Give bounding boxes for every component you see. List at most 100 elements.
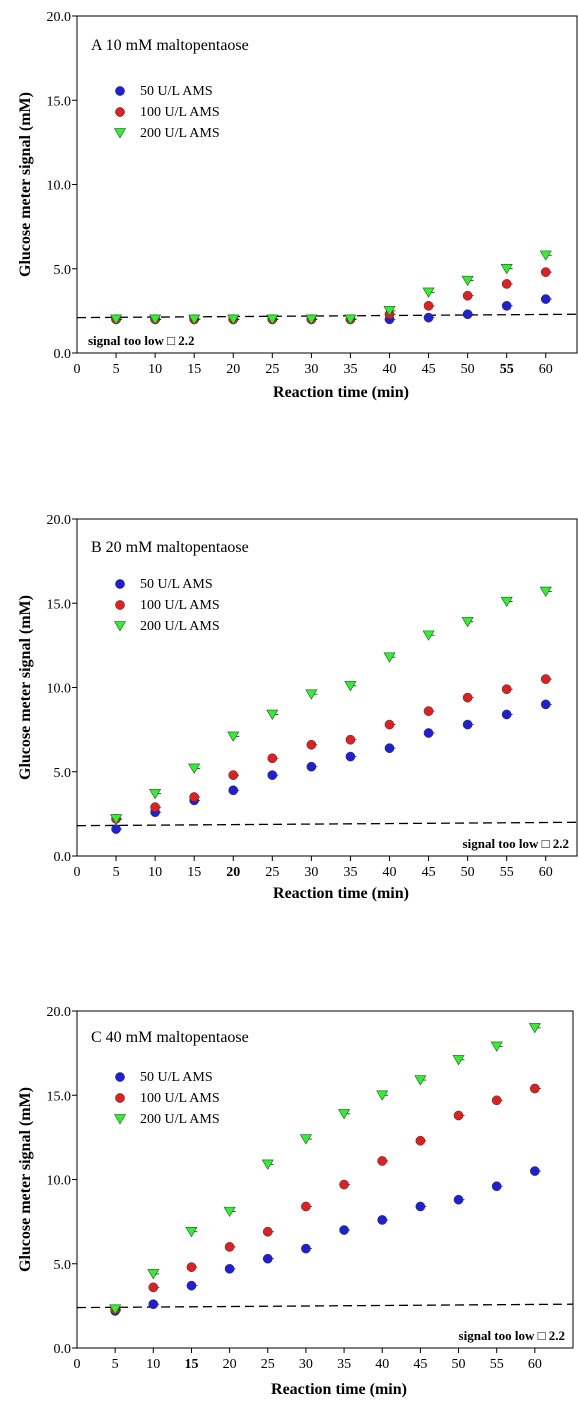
legend-label: 50 U/L AMS xyxy=(140,84,213,99)
data-point xyxy=(462,309,473,320)
x-tick-label: 25 xyxy=(261,1357,275,1372)
data-point xyxy=(461,617,474,628)
y-tick-label: 20.0 xyxy=(47,10,72,25)
series-1 xyxy=(111,294,552,325)
y-tick-label: 15.0 xyxy=(47,1089,72,1104)
x-tick-label: 20 xyxy=(226,865,240,880)
chart-panel-a: 0 5 10 15 20 25 30 35 40 45 50 55 60 0.0 5.0 10.0 15.0 20… xyxy=(17,10,578,401)
data-point xyxy=(377,1215,388,1225)
legend-label: 100 U/L AMS xyxy=(140,105,220,120)
data-point xyxy=(186,1262,197,1272)
data-point xyxy=(423,300,434,311)
panel-title: C 40 mM maltopentaose xyxy=(91,1029,249,1046)
x-axis-title: Reaction time (min) xyxy=(273,885,409,902)
data-point xyxy=(150,802,160,812)
data-point xyxy=(301,1243,311,1254)
y-tick-label: 10.0 xyxy=(47,682,72,697)
x-axis-title: Reaction time (min) xyxy=(273,384,409,401)
data-point xyxy=(423,728,434,738)
data-point xyxy=(529,1166,540,1176)
data-point xyxy=(189,792,200,802)
data-point xyxy=(299,1134,312,1145)
data-point xyxy=(461,275,474,287)
data-point xyxy=(228,785,239,796)
x-tick-label: 45 xyxy=(413,1357,427,1372)
y-axis-title: Glucose meter signal (mM) xyxy=(17,1087,34,1272)
legend-label: 50 U/L AMS xyxy=(140,577,213,592)
data-point xyxy=(539,586,552,597)
x-tick-label: 60 xyxy=(528,1357,542,1372)
data-point xyxy=(344,681,357,692)
data-point xyxy=(267,753,278,764)
legend-marker xyxy=(115,107,125,117)
x-tick-label: 0 xyxy=(74,865,81,880)
x-tick-label: 35 xyxy=(343,865,357,880)
data-point xyxy=(111,824,121,834)
data-point xyxy=(228,770,239,780)
data-point xyxy=(415,1135,426,1146)
data-point xyxy=(110,814,123,825)
legend-label: 200 U/L AMS xyxy=(140,1112,220,1127)
data-point xyxy=(306,739,317,750)
x-tick-label: 0 xyxy=(74,1357,81,1372)
plot-frame xyxy=(76,15,578,354)
y-tick-label: 10.0 xyxy=(47,1174,72,1189)
data-point xyxy=(501,684,512,695)
series-2 xyxy=(111,674,552,824)
x-tick-label: 40 xyxy=(383,865,397,880)
x-tick-label: 5 xyxy=(112,1357,119,1372)
data-point xyxy=(453,1110,464,1121)
data-point xyxy=(306,761,317,772)
x-tick-label: 30 xyxy=(299,1357,313,1372)
x-tick-label: 0 xyxy=(74,362,81,377)
data-point xyxy=(186,1280,197,1291)
data-point xyxy=(339,1225,349,1235)
y-tick-label: 20.0 xyxy=(47,513,72,528)
data-point xyxy=(345,734,356,745)
threshold-line xyxy=(76,1303,574,1309)
data-point xyxy=(227,314,240,325)
data-point xyxy=(266,314,279,325)
data-point xyxy=(110,314,123,325)
x-tick-label: 25 xyxy=(265,362,279,377)
data-point xyxy=(422,287,435,298)
data-point xyxy=(384,743,395,754)
x-axis-title: Reaction time (min) xyxy=(271,1381,407,1398)
data-point xyxy=(491,1095,502,1106)
legend-marker xyxy=(115,1093,125,1103)
data-point xyxy=(462,290,473,301)
data-point xyxy=(345,751,356,762)
y-axis-title: Glucose meter signal (mM) xyxy=(17,92,34,277)
y-tick-label: 0.0 xyxy=(54,1342,72,1357)
x-tick-label: 50 xyxy=(461,865,475,880)
panel-title: B 20 mM maltopentaose xyxy=(91,539,249,556)
threshold-annotation: signal too low □ 2.2 xyxy=(463,836,569,851)
x-tick-label: 5 xyxy=(113,362,120,377)
data-point xyxy=(423,312,434,323)
threshold-line xyxy=(76,821,578,827)
data-point xyxy=(528,1023,541,1034)
x-tick-label: 35 xyxy=(343,362,357,377)
data-point xyxy=(267,770,278,780)
y-axis-title: Glucose meter signal (mM) xyxy=(17,595,34,780)
x-tick-label: 60 xyxy=(539,865,553,880)
x-tick-label: 55 xyxy=(500,362,514,377)
series-1 xyxy=(110,1166,541,1316)
data-point xyxy=(540,674,551,684)
legend-marker xyxy=(113,621,127,632)
x-tick-label: 15 xyxy=(187,865,201,880)
x-tick-label: 5 xyxy=(113,865,120,880)
data-point xyxy=(148,1282,159,1293)
y-tick-label: 5.0 xyxy=(54,1258,72,1273)
y-tick-label: 15.0 xyxy=(47,597,72,612)
data-point xyxy=(188,314,201,325)
data-point xyxy=(149,314,162,325)
data-point xyxy=(500,596,513,608)
panel-title: A 10 mM maltopentaose xyxy=(91,37,249,54)
data-point xyxy=(148,1299,159,1310)
data-point xyxy=(422,630,435,641)
x-tick-label: 30 xyxy=(304,865,318,880)
data-point xyxy=(490,1041,503,1052)
x-tick-label: 15 xyxy=(184,1357,198,1372)
